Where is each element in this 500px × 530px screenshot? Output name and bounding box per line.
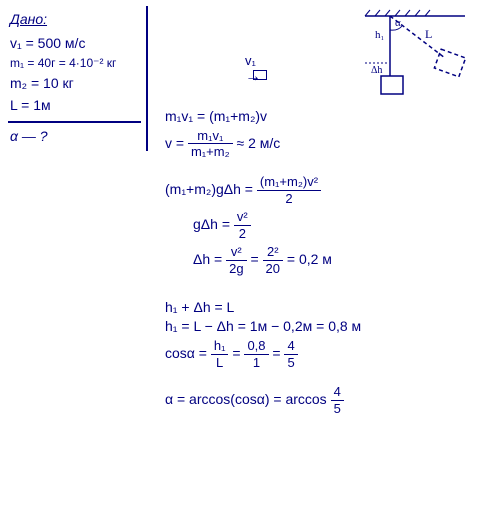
given-v1: v₁ = 500 м/с	[10, 34, 140, 54]
given-m1: m₁ = 40г = 4·10⁻² кг	[10, 55, 140, 72]
svg-text:h₁: h₁	[375, 29, 385, 41]
eq-gdh: gΔh = v²2	[193, 209, 485, 241]
given-box: Дано: v₁ = 500 м/с m₁ = 40г = 4·10⁻² кг …	[8, 6, 148, 151]
eq-cos: cosα = h₁L = 0,81 = 45	[165, 338, 485, 370]
svg-text:α: α	[395, 17, 401, 29]
eq-alpha: α = arccos(cosα) = arccos 45	[165, 384, 485, 416]
given-L: L = 1м	[10, 96, 140, 116]
eq-h1: h₁ = L − Δh = 1м − 0,2м = 0,8 м	[165, 318, 485, 335]
given-find: α — ?	[10, 127, 140, 147]
equations: m₁v₁ = (m₁+m₂)v v = m₁v₁m₁+m₂ ≈ 2 м/с (m…	[165, 105, 485, 420]
given-title: Дано:	[10, 10, 140, 30]
pendulum-svg: h₁ α L Δh	[215, 8, 485, 103]
given-divider	[8, 121, 141, 123]
eq-momentum: m₁v₁ = (m₁+m₂)v	[165, 108, 485, 125]
pendulum-diagram: v₁ → h₁ α L Δh	[215, 8, 485, 98]
eq-v: v = m₁v₁m₁+m₂ ≈ 2 м/с	[165, 128, 485, 160]
eq-heights: h₁ + Δh = L	[165, 299, 485, 316]
eq-dh: Δh = v²2g = 2²20 = 0,2 м	[193, 244, 485, 276]
svg-text:Δh: Δh	[371, 65, 382, 76]
eq-energy: (m₁+m₂)gΔh = (m₁+m₂)v²2	[165, 174, 485, 206]
given-m2: m₂ = 10 кг	[10, 74, 140, 94]
svg-text:L: L	[425, 27, 432, 41]
